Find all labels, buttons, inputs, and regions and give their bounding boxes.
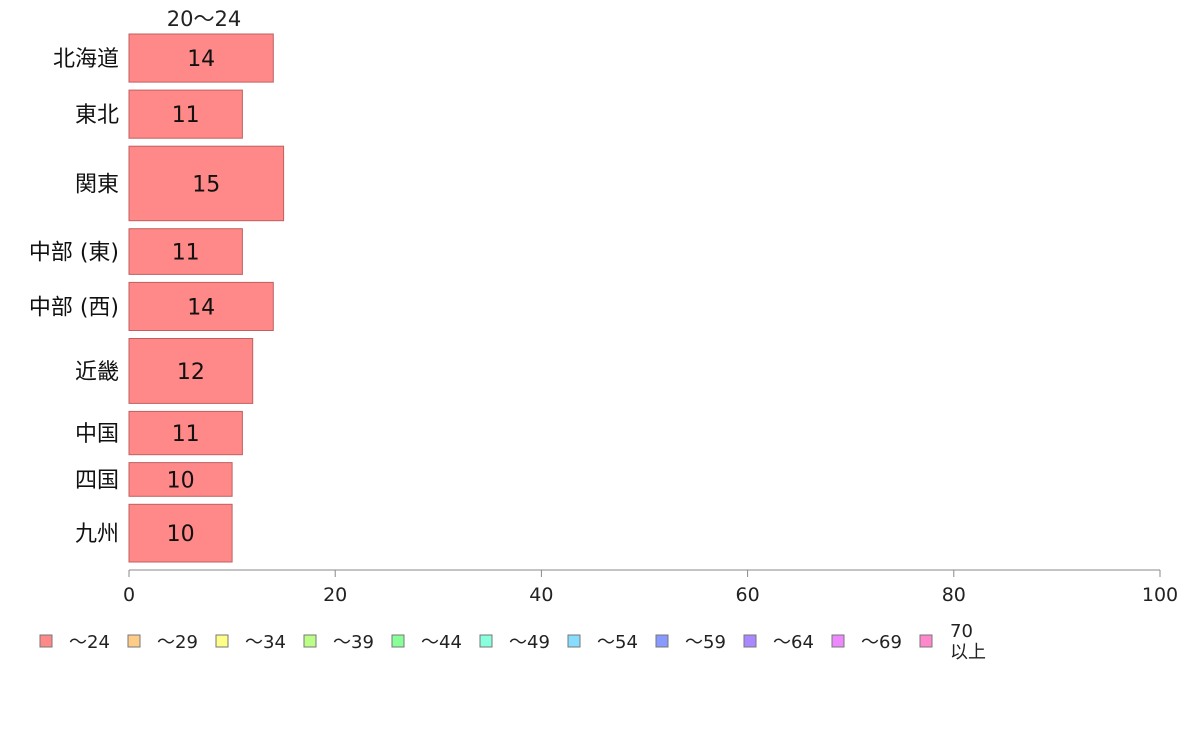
legend-item: 〜39 [303,632,374,653]
bar-value-label: 10 [167,469,195,494]
legend-item: 〜34 [215,632,286,653]
legend-label: 〜24 [69,632,110,653]
legend-swatch [391,634,405,648]
x-tick-label: 40 [529,584,553,606]
legend-swatch [479,634,493,648]
bar-group: 10 九州 [75,503,233,563]
legend-item: 〜44 [391,632,462,653]
category-label: 近畿 [75,360,119,385]
legend-item: 〜24 [39,632,110,653]
bar-value-label: 14 [187,47,215,72]
bar [128,503,233,563]
x-tick-label: 100 [1142,584,1178,606]
legend-item: 〜64 [743,632,814,653]
bar [128,228,243,275]
x-tick-label: 60 [736,584,760,606]
legend-label: 〜54 [597,632,638,653]
legend-item: 〜49 [479,632,550,653]
bar-value-label: 12 [177,360,205,385]
legend-swatch [39,634,53,648]
bar-value-label: 11 [172,103,200,128]
legend-label: 〜44 [421,632,462,653]
x-tick-label: 80 [942,584,966,606]
legend-label: 〜49 [509,632,550,653]
legend-label: 〜69 [861,632,902,653]
bar-group: 11 東北 [75,89,243,139]
bar-group: 15 関東 [75,145,285,222]
bar [128,33,274,83]
series-title: 20〜24 [167,7,241,31]
x-tick-label: 0 [123,584,135,606]
legend-item: 〜69 [831,632,902,653]
legend-item: 〜29 [127,632,198,653]
bar-value-label: 11 [172,241,200,266]
category-label: 中部 (東) [29,241,119,266]
bar-value-label: 14 [187,295,215,320]
category-label: 中部 (西) [29,295,119,320]
legend-swatch [567,634,581,648]
legend-label: 〜39 [333,632,374,653]
bar-value-label: 10 [167,522,195,547]
bar-group: 14 中部 (西) [29,281,274,331]
category-label: 四国 [75,469,119,494]
legend-swatch [655,634,669,648]
bar [128,462,233,497]
bar [128,338,254,404]
bar-group: 11 中部 (東) [29,228,243,275]
legend-item: 〜54 [567,632,638,653]
x-axis: 0 20 40 60 80 100 [123,569,1178,606]
bar-group: 14 北海道 [53,33,274,83]
bar-group: 10 四国 [75,462,233,497]
legend-label: 〜34 [245,632,286,653]
legend: 〜24 〜29 〜34 〜39 〜44 〜49 〜54 〜59 〜64 〜69 70 以上 [39,621,986,663]
x-tick-label: 20 [323,584,347,606]
legend-swatch [743,634,757,648]
bar-value-label: 15 [192,172,220,197]
legend-label: 〜64 [773,632,814,653]
legend-item: 〜59 [655,632,726,653]
bar-group: 11 中国 [75,410,243,456]
category-label: 北海道 [53,47,119,72]
legend-swatch [215,634,229,648]
legend-label: 70 以上 [950,621,986,663]
legend-item: 70 以上 [919,621,986,663]
bar-group: 12 近畿 [75,338,254,404]
bar-value-label: 11 [172,422,200,447]
legend-swatch [919,634,933,648]
legend-swatch [831,634,845,648]
legend-label: 〜29 [157,632,198,653]
bars-group: 14 北海道 11 東北 15 関東 11 中部 (東) 14 中部 (西) 12 近畿 11 中国 10 四… [29,33,285,563]
bar [128,145,285,222]
category-label: 東北 [75,103,119,128]
legend-label: 〜59 [685,632,726,653]
bar [128,281,274,331]
bar [128,89,243,139]
bar [128,410,243,456]
category-label: 中国 [75,422,119,447]
legend-swatch [127,634,141,648]
legend-swatch [303,634,317,648]
category-label: 九州 [75,522,119,547]
category-label: 関東 [75,172,119,197]
